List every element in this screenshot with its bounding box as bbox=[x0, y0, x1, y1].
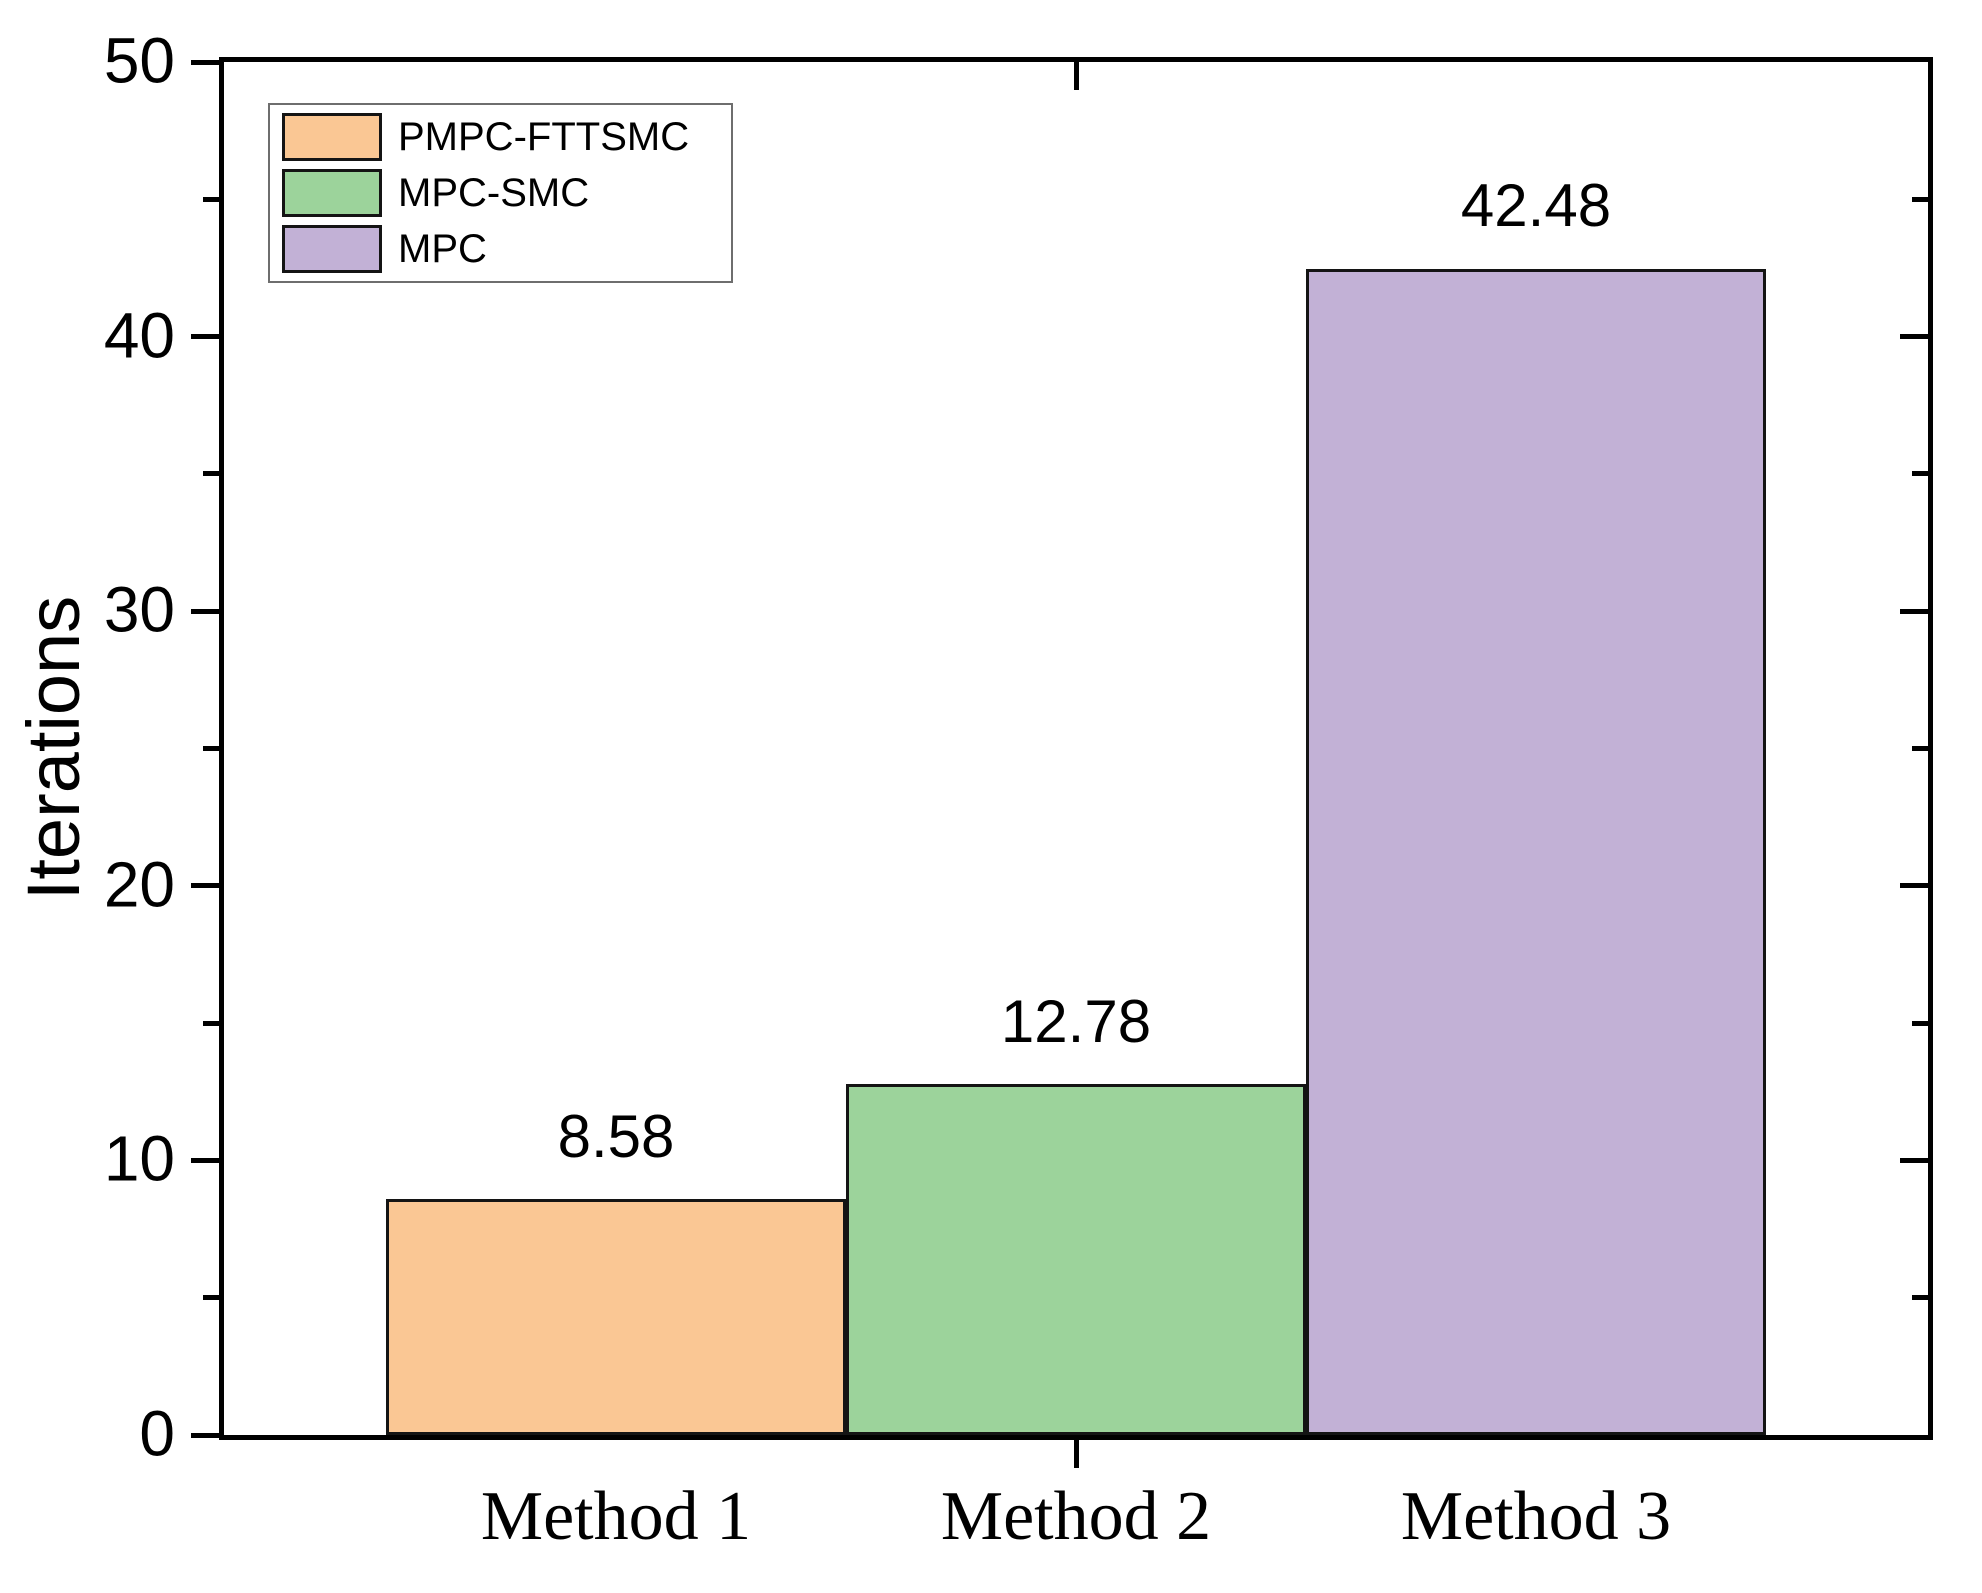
legend: PMPC-FTTSMC MPC-SMC MPC bbox=[268, 103, 733, 283]
bar-method-1 bbox=[386, 1199, 846, 1435]
legend-label: PMPC-FTTSMC bbox=[398, 115, 690, 159]
y-minor-tick-right bbox=[1912, 1295, 1928, 1301]
y-major-tick-left bbox=[191, 608, 219, 614]
y-minor-tick-right bbox=[1912, 196, 1928, 202]
x-tick-label: Method 3 bbox=[1400, 1478, 1672, 1555]
legend-swatch-pmpc-fttsmc bbox=[282, 113, 382, 161]
bar-value-label: 8.58 bbox=[557, 1103, 675, 1171]
plot-area: PMPC-FTTSMC MPC-SMC MPC 8.58 12.78 42.48 bbox=[191, 57, 1933, 1468]
legend-swatch-mpc-smc bbox=[282, 169, 382, 217]
bar-method-3 bbox=[1306, 268, 1766, 1435]
y-minor-tick-right bbox=[1912, 746, 1928, 751]
y-major-tick-right bbox=[1900, 334, 1928, 340]
y-minor-tick-left bbox=[203, 471, 219, 477]
legend-item: PMPC-FTTSMC bbox=[282, 113, 719, 161]
y-major-tick-right bbox=[1900, 883, 1928, 889]
y-major-tick-left bbox=[191, 883, 219, 889]
y-major-tick-right bbox=[1900, 1157, 1928, 1163]
y-major-tick-left bbox=[191, 334, 219, 340]
y-tick-label: 0 bbox=[139, 1397, 175, 1470]
y-minor-tick-left bbox=[203, 1295, 219, 1301]
legend-label: MPC bbox=[398, 227, 487, 271]
y-minor-tick-right bbox=[1912, 1020, 1928, 1026]
y-tick-label: 20 bbox=[103, 848, 175, 921]
bar-value-label: 12.78 bbox=[1000, 988, 1152, 1056]
y-minor-tick-left bbox=[203, 1020, 219, 1026]
y-tick-label: 10 bbox=[103, 1123, 175, 1196]
y-major-tick-right bbox=[1900, 608, 1928, 614]
y-major-tick-left bbox=[191, 1432, 219, 1438]
y-tick-label: 30 bbox=[103, 573, 175, 646]
x-tick-label: Method 2 bbox=[940, 1478, 1212, 1555]
y-minor-tick-left bbox=[203, 196, 219, 202]
legend-swatch-mpc bbox=[282, 225, 382, 273]
y-major-tick-left bbox=[191, 59, 219, 65]
y-minor-tick-right bbox=[1912, 471, 1928, 477]
legend-item: MPC bbox=[282, 225, 719, 273]
bar-value-label: 42.48 bbox=[1460, 172, 1612, 240]
y-tick-label: 50 bbox=[103, 24, 175, 97]
x-tick-label: Method 1 bbox=[480, 1478, 752, 1555]
y-minor-tick-left bbox=[203, 746, 219, 751]
y-major-tick-left bbox=[191, 1157, 219, 1163]
x-major-tick-bottom bbox=[1073, 1440, 1079, 1468]
legend-label: MPC-SMC bbox=[398, 171, 590, 215]
x-major-tick-top bbox=[1073, 62, 1079, 90]
bar-method-2 bbox=[846, 1084, 1306, 1435]
y-tick-label: 40 bbox=[103, 299, 175, 372]
legend-item: MPC-SMC bbox=[282, 169, 719, 217]
